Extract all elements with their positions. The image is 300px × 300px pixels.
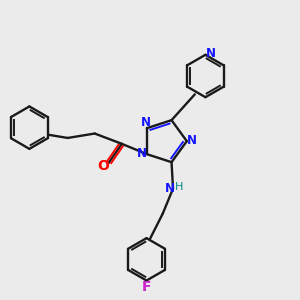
Text: H: H bbox=[175, 182, 184, 192]
Text: N: N bbox=[136, 147, 147, 160]
Text: N: N bbox=[206, 47, 216, 60]
Text: O: O bbox=[97, 159, 109, 173]
Text: F: F bbox=[142, 280, 151, 294]
Text: N: N bbox=[187, 134, 197, 147]
Text: N: N bbox=[164, 182, 175, 195]
Text: N: N bbox=[140, 116, 150, 129]
